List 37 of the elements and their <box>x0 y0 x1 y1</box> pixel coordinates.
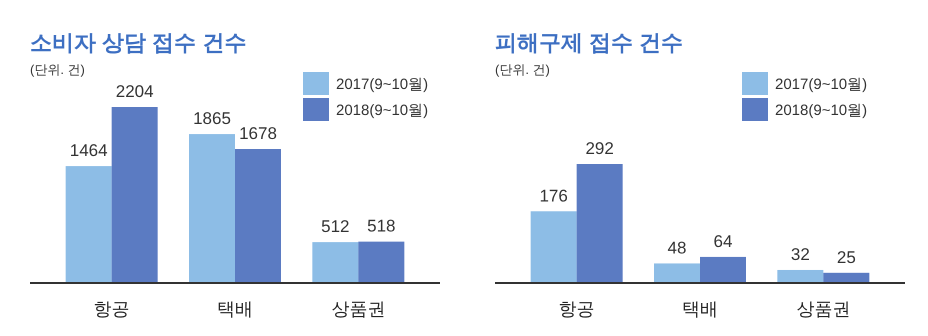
legend-label: 2017(9~10월) <box>775 76 868 93</box>
legend-label: 2017(9~10월) <box>336 76 428 93</box>
legend-label: 2018(9~10월) <box>775 102 868 119</box>
bar <box>189 134 235 283</box>
bar <box>112 107 158 283</box>
bar <box>235 149 281 283</box>
chart-subtitle: (단위. 건) <box>495 62 550 77</box>
chart-title: 소비자 상담 접수 건수 <box>30 30 246 55</box>
bar <box>358 242 404 283</box>
chart-title: 피해구제 접수 건수 <box>495 30 684 55</box>
data-label: 176 <box>539 186 568 206</box>
legend-label: 2018(9~10월) <box>336 102 428 119</box>
x-tick-label: 항공 <box>558 299 595 319</box>
x-tick-label: 택배 <box>682 299 718 319</box>
bar <box>700 256 746 283</box>
x-tick-label: 택배 <box>217 299 253 319</box>
x-tick-label: 상품권 <box>796 299 850 319</box>
bar <box>576 164 623 283</box>
bar <box>777 270 824 283</box>
x-tick-label: 항공 <box>94 299 130 319</box>
data-label: 64 <box>714 232 732 251</box>
bar <box>66 166 112 283</box>
data-label: 512 <box>321 217 350 236</box>
data-label: 1865 <box>193 109 231 128</box>
data-label: 48 <box>668 238 686 258</box>
x-tick-label: 상품권 <box>331 299 386 319</box>
data-label: 2204 <box>116 82 154 101</box>
data-label: 32 <box>790 244 810 264</box>
data-label: 1464 <box>70 141 108 160</box>
bar <box>654 263 700 283</box>
bar <box>312 242 358 283</box>
chart-subtitle: (단위. 건) <box>30 62 85 77</box>
bar <box>530 211 577 283</box>
data-label: 1678 <box>239 124 277 144</box>
data-label: 25 <box>836 248 856 267</box>
data-label: 292 <box>585 139 614 158</box>
data-label: 518 <box>367 216 396 236</box>
